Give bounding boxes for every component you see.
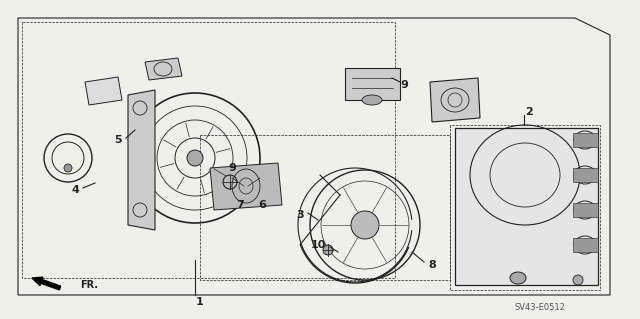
Ellipse shape: [579, 135, 591, 145]
Ellipse shape: [579, 205, 591, 215]
Text: 10: 10: [310, 240, 326, 250]
Polygon shape: [145, 58, 182, 80]
Polygon shape: [573, 168, 598, 182]
Text: FR.: FR.: [80, 280, 98, 290]
Ellipse shape: [510, 272, 526, 284]
Polygon shape: [85, 77, 122, 105]
Ellipse shape: [573, 275, 583, 285]
Polygon shape: [345, 68, 400, 100]
Ellipse shape: [323, 245, 333, 255]
Ellipse shape: [187, 150, 203, 166]
Ellipse shape: [579, 240, 591, 250]
Ellipse shape: [362, 95, 382, 105]
Text: 9: 9: [400, 80, 408, 90]
Polygon shape: [128, 90, 155, 230]
Ellipse shape: [579, 170, 591, 180]
Text: 9: 9: [228, 163, 236, 173]
Text: 8: 8: [428, 260, 436, 270]
Polygon shape: [430, 78, 480, 122]
Ellipse shape: [64, 164, 72, 172]
Text: 4: 4: [71, 185, 79, 195]
Text: 1: 1: [196, 297, 204, 307]
Ellipse shape: [351, 211, 379, 239]
Polygon shape: [573, 133, 598, 147]
Text: 5: 5: [114, 135, 122, 145]
Text: 2: 2: [525, 107, 533, 117]
Text: 3: 3: [296, 210, 304, 220]
Polygon shape: [573, 203, 598, 217]
Polygon shape: [573, 238, 598, 252]
Text: 7: 7: [236, 200, 244, 210]
Text: 6: 6: [258, 200, 266, 210]
Polygon shape: [210, 163, 282, 210]
Text: SV43-E0512: SV43-E0512: [515, 303, 565, 313]
FancyArrow shape: [32, 277, 61, 290]
Polygon shape: [455, 128, 598, 285]
